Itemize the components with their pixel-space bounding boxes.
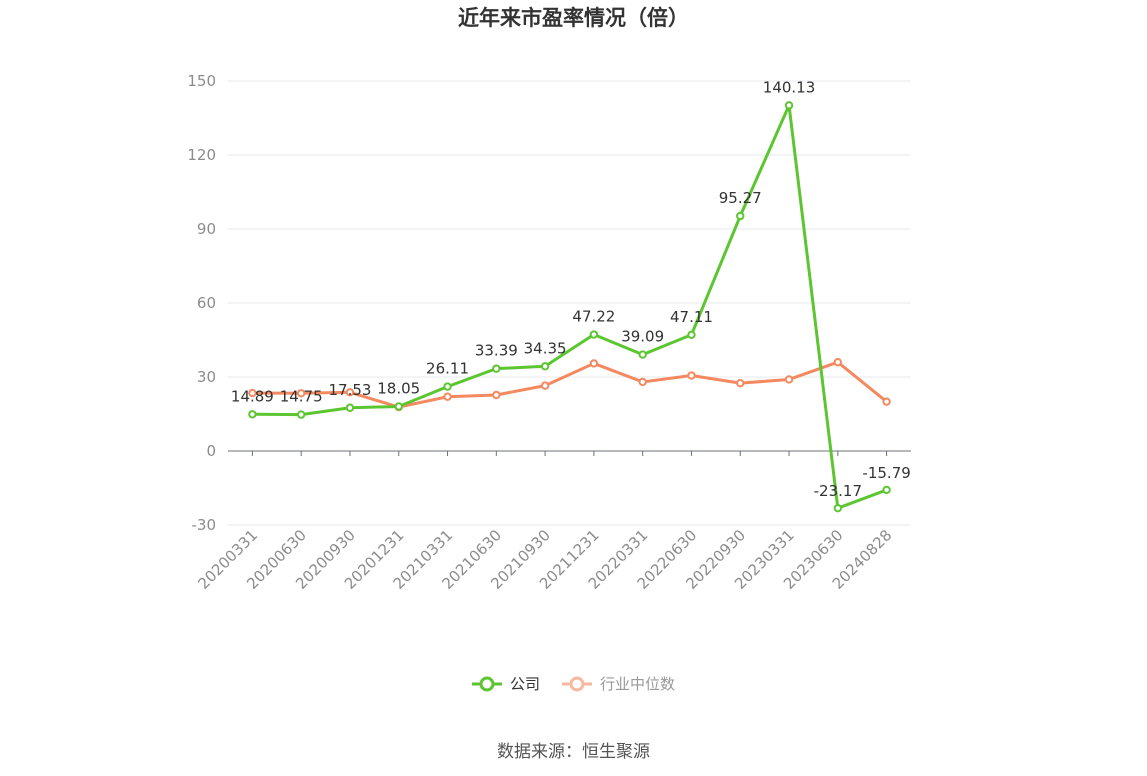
data-point[interactable] bbox=[638, 377, 647, 387]
data-label: 14.89 bbox=[231, 387, 274, 405]
y-tick-label: 60 bbox=[197, 294, 216, 312]
data-source: 数据来源：恒生聚源 bbox=[497, 742, 650, 762]
data-label: -23.17 bbox=[814, 482, 862, 500]
data-point[interactable] bbox=[394, 402, 403, 411]
chart-title: 近年来市盈率情况（倍） bbox=[458, 6, 689, 30]
data-label: 26.11 bbox=[426, 360, 469, 378]
data-point[interactable] bbox=[248, 388, 257, 398]
y-tick-label: -30 bbox=[192, 516, 217, 534]
x-axis bbox=[228, 450, 911, 456]
data-point[interactable] bbox=[443, 392, 452, 401]
data-point[interactable] bbox=[882, 485, 891, 495]
series-line bbox=[252, 360, 888, 409]
series-lines bbox=[248, 101, 891, 513]
legend-item-company[interactable]: 公司 bbox=[471, 672, 540, 696]
data-point[interactable] bbox=[687, 330, 696, 339]
grid-lines bbox=[228, 80, 911, 526]
legend-industry-label: 行业中位数 bbox=[600, 675, 676, 693]
data-point[interactable] bbox=[492, 364, 501, 373]
data-point[interactable] bbox=[492, 390, 501, 400]
data-point[interactable] bbox=[784, 375, 794, 384]
y-tick-label: 120 bbox=[187, 146, 216, 164]
legend-company-marker-icon bbox=[471, 676, 502, 692]
data-label: 95.27 bbox=[719, 189, 762, 207]
y-tick-label: 90 bbox=[197, 220, 216, 238]
data-point[interactable] bbox=[736, 378, 745, 388]
data-label: 47.11 bbox=[670, 308, 713, 326]
data-point[interactable] bbox=[589, 330, 599, 339]
data-point[interactable] bbox=[248, 410, 257, 419]
data-point[interactable] bbox=[833, 358, 843, 367]
data-label: 14.75 bbox=[280, 388, 323, 406]
data-point[interactable] bbox=[589, 359, 599, 368]
x-tick-labels: 2020033120200630202009302020123120210331… bbox=[194, 526, 895, 593]
legend-company-label: 公司 bbox=[509, 675, 540, 693]
data-point[interactable] bbox=[540, 362, 550, 371]
data-point[interactable] bbox=[345, 403, 355, 412]
legend-industry-marker-icon bbox=[562, 676, 592, 692]
data-point[interactable] bbox=[833, 503, 843, 513]
y-tick-label: 0 bbox=[206, 442, 216, 460]
data-point[interactable] bbox=[296, 410, 306, 419]
data-label: 140.13 bbox=[763, 78, 816, 96]
data-label: 18.05 bbox=[377, 379, 420, 397]
data-point[interactable] bbox=[736, 211, 745, 221]
series-line bbox=[252, 103, 888, 510]
data-point[interactable] bbox=[784, 101, 794, 110]
data-point[interactable] bbox=[687, 371, 696, 380]
data-point[interactable] bbox=[882, 397, 891, 406]
data-label: 34.35 bbox=[524, 339, 567, 357]
data-label: -15.79 bbox=[862, 464, 910, 482]
legend-item-industry-median[interactable]: 行业中位数 bbox=[562, 672, 675, 696]
data-label: 17.53 bbox=[328, 381, 371, 399]
data-label: 39.09 bbox=[621, 328, 664, 346]
data-label: 33.39 bbox=[475, 342, 518, 360]
data-label: 47.22 bbox=[572, 308, 615, 326]
y-tick-label: 30 bbox=[197, 368, 216, 386]
y-tick-labels: 150 120 90 60 30 0 -30 bbox=[187, 72, 216, 534]
data-labels: 14.89 14.75 17.53 18.05 26.11 33.39 34.35 47.22… bbox=[231, 78, 911, 500]
data-point[interactable] bbox=[540, 381, 550, 390]
data-point[interactable] bbox=[638, 350, 647, 359]
data-point[interactable] bbox=[296, 389, 306, 398]
y-tick-label: 150 bbox=[187, 72, 216, 90]
data-point[interactable] bbox=[443, 382, 452, 391]
data-point[interactable] bbox=[345, 388, 355, 397]
legend: 公司 行业中位数 bbox=[0, 672, 1147, 696]
